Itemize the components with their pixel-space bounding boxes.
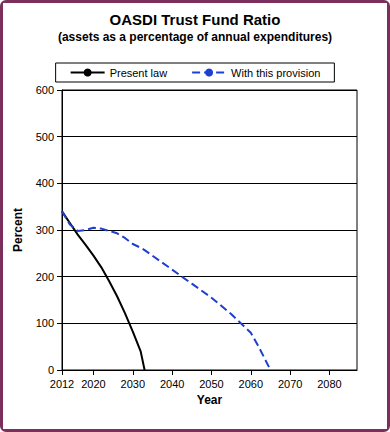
svg-text:(assets as a percentage of ann: (assets as a percentage of annual expend…: [58, 30, 332, 44]
svg-text:Year: Year: [197, 393, 223, 407]
svg-text:OASDI Trust Fund Ratio: OASDI Trust Fund Ratio: [110, 11, 281, 28]
svg-text:400: 400: [36, 177, 54, 189]
svg-text:2080: 2080: [317, 378, 341, 390]
svg-text:2050: 2050: [199, 378, 223, 390]
svg-text:2070: 2070: [278, 378, 302, 390]
svg-text:2020: 2020: [81, 378, 105, 390]
svg-text:2030: 2030: [121, 378, 145, 390]
svg-text:Percent: Percent: [11, 208, 25, 252]
svg-text:2012: 2012: [50, 378, 74, 390]
svg-text:500: 500: [36, 131, 54, 143]
svg-text:0: 0: [48, 364, 54, 376]
svg-text:100: 100: [36, 317, 54, 329]
svg-text:300: 300: [36, 224, 54, 236]
svg-text:With this provision: With this provision: [231, 67, 320, 79]
svg-text:2040: 2040: [160, 378, 184, 390]
svg-text:Present law: Present law: [110, 67, 168, 79]
svg-text:2060: 2060: [239, 378, 263, 390]
svg-text:200: 200: [36, 271, 54, 283]
svg-text:600: 600: [36, 84, 54, 96]
